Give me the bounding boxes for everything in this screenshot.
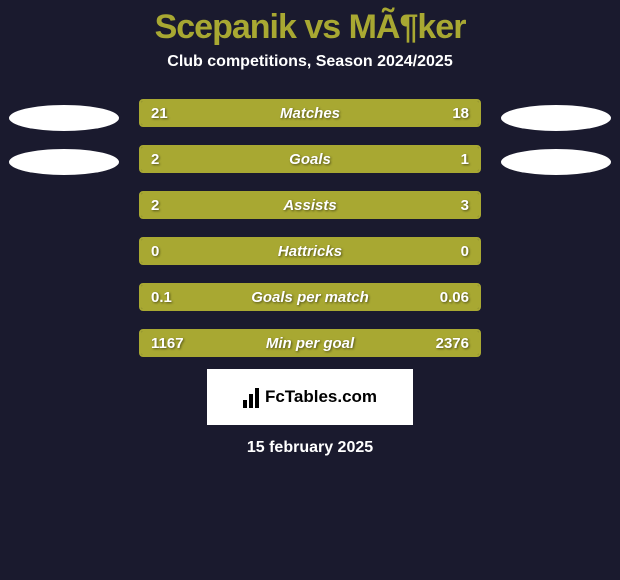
player-photo-placeholder — [501, 105, 611, 131]
stat-row: 2118Matches — [139, 99, 481, 127]
stat-row: 00Hattricks — [139, 237, 481, 265]
comparison-infographic: Scepanik vs MÃ¶ker Club competitions, Se… — [0, 0, 620, 580]
stat-label: Matches — [141, 101, 479, 125]
stat-bars: 2118Matches 21Goals 23Assists 00Hattricks 0.… — [139, 99, 481, 357]
player-right-placeholder — [501, 99, 611, 175]
stat-label: Goals — [141, 147, 479, 171]
stat-label: Goals per match — [141, 285, 479, 309]
stat-row: 23Assists — [139, 191, 481, 219]
stat-label: Min per goal — [141, 331, 479, 355]
page-subtitle: Club competitions, Season 2024/2025 — [167, 53, 452, 71]
player-photo-placeholder — [9, 149, 119, 175]
page-title: Scepanik vs MÃ¶ker — [155, 8, 466, 47]
stat-row: 11672376Min per goal — [139, 329, 481, 357]
brand-footer: FcTables.com — [207, 369, 413, 425]
stat-label: Assists — [141, 193, 479, 217]
stat-row: 0.10.06Goals per match — [139, 283, 481, 311]
stats-area: 2118Matches 21Goals 23Assists 00Hattricks 0.… — [0, 99, 620, 357]
player-left-placeholder — [9, 99, 119, 175]
brand-label: FcTables.com — [265, 387, 377, 407]
player-photo-placeholder — [501, 149, 611, 175]
player-photo-placeholder — [9, 105, 119, 131]
bars-icon — [243, 386, 259, 408]
date-label: 15 february 2025 — [247, 439, 373, 457]
stat-row: 21Goals — [139, 145, 481, 173]
stat-label: Hattricks — [141, 239, 479, 263]
